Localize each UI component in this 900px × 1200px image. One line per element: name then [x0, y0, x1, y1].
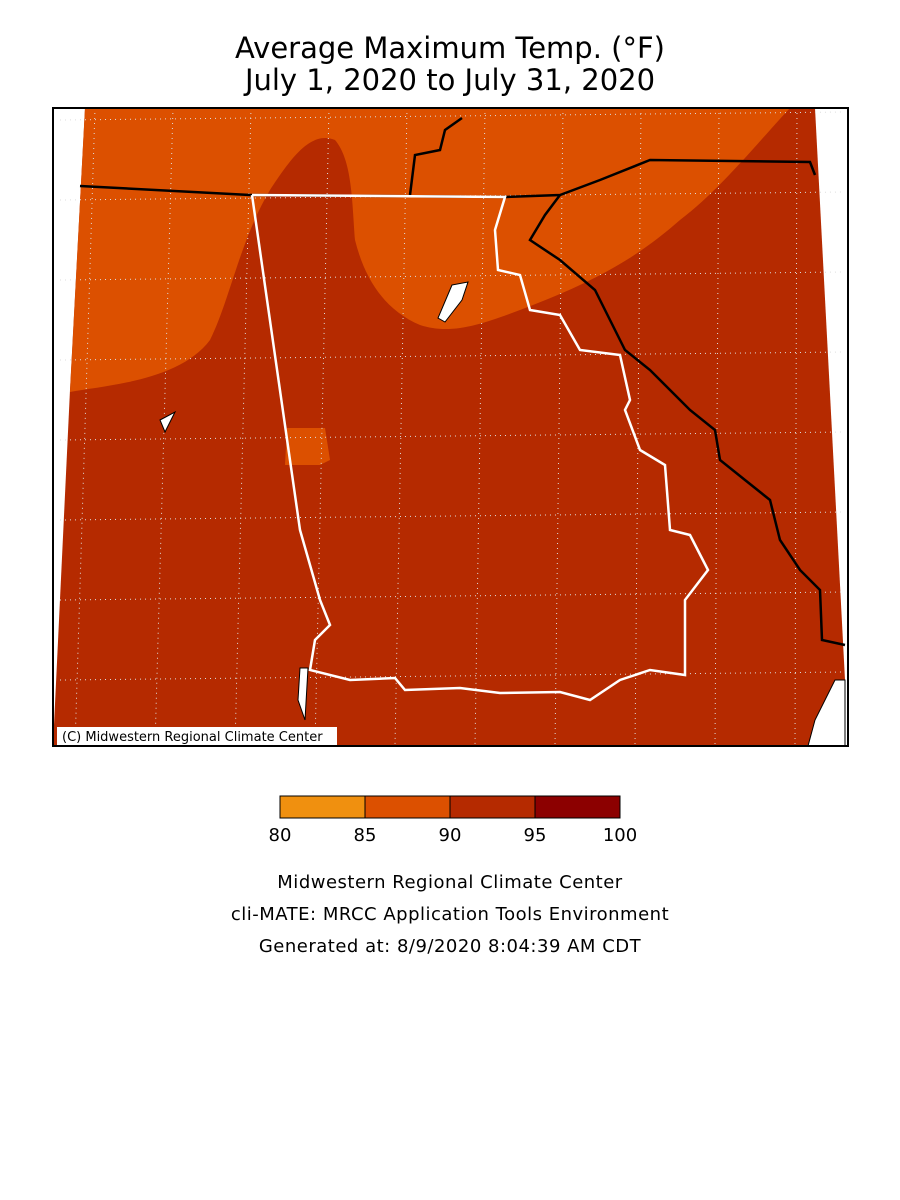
legend-swatch — [364, 795, 451, 819]
copyright: (C) Midwestern Regional Climate Center — [62, 730, 323, 745]
temp-region — [285, 428, 330, 465]
legend-swatch — [279, 795, 366, 819]
lake — [159, 410, 177, 434]
footer-line: Midwestern Regional Climate Center — [277, 872, 623, 893]
grid-line — [59, 271, 846, 281]
legend-tick-label: 85 — [354, 825, 377, 846]
legend-swatch — [449, 795, 536, 819]
grid-line — [59, 111, 846, 121]
legend-tick-label: 100 — [603, 825, 637, 846]
legend: 80 85 90 95 100 — [269, 795, 637, 846]
legend-tick-label: 95 — [524, 825, 547, 846]
footer-line: cli-MATE: MRCC Application Tools Environ… — [231, 904, 669, 925]
lake — [297, 667, 309, 721]
grid-line — [59, 591, 846, 601]
temp-region — [53, 108, 845, 746]
copyright-box — [57, 727, 337, 745]
grid — [59, 107, 846, 747]
subtitle: July 1, 2020 to July 31, 2020 — [243, 63, 655, 97]
georgia-outline — [250, 193, 710, 702]
temp-region — [70, 108, 790, 392]
grid-line — [59, 191, 846, 201]
legend-swatch — [534, 795, 621, 819]
title: Average Maximum Temp. (°F) — [235, 31, 665, 65]
map-frame — [52, 107, 849, 747]
grid-line — [59, 351, 846, 361]
footer-line: Generated at: 8/9/2020 8:04:39 AM CDT — [259, 936, 642, 957]
map: (C) Midwestern Regional Climate Center — [52, 107, 849, 747]
grid-line — [59, 671, 846, 681]
state-line — [408, 116, 463, 196]
legend-tick-label: 90 — [439, 825, 462, 846]
legend-tick-label: 80 — [269, 825, 292, 846]
lake — [437, 281, 469, 323]
state-line — [528, 194, 846, 647]
grid-line — [59, 511, 846, 521]
grid-line — [59, 431, 846, 441]
